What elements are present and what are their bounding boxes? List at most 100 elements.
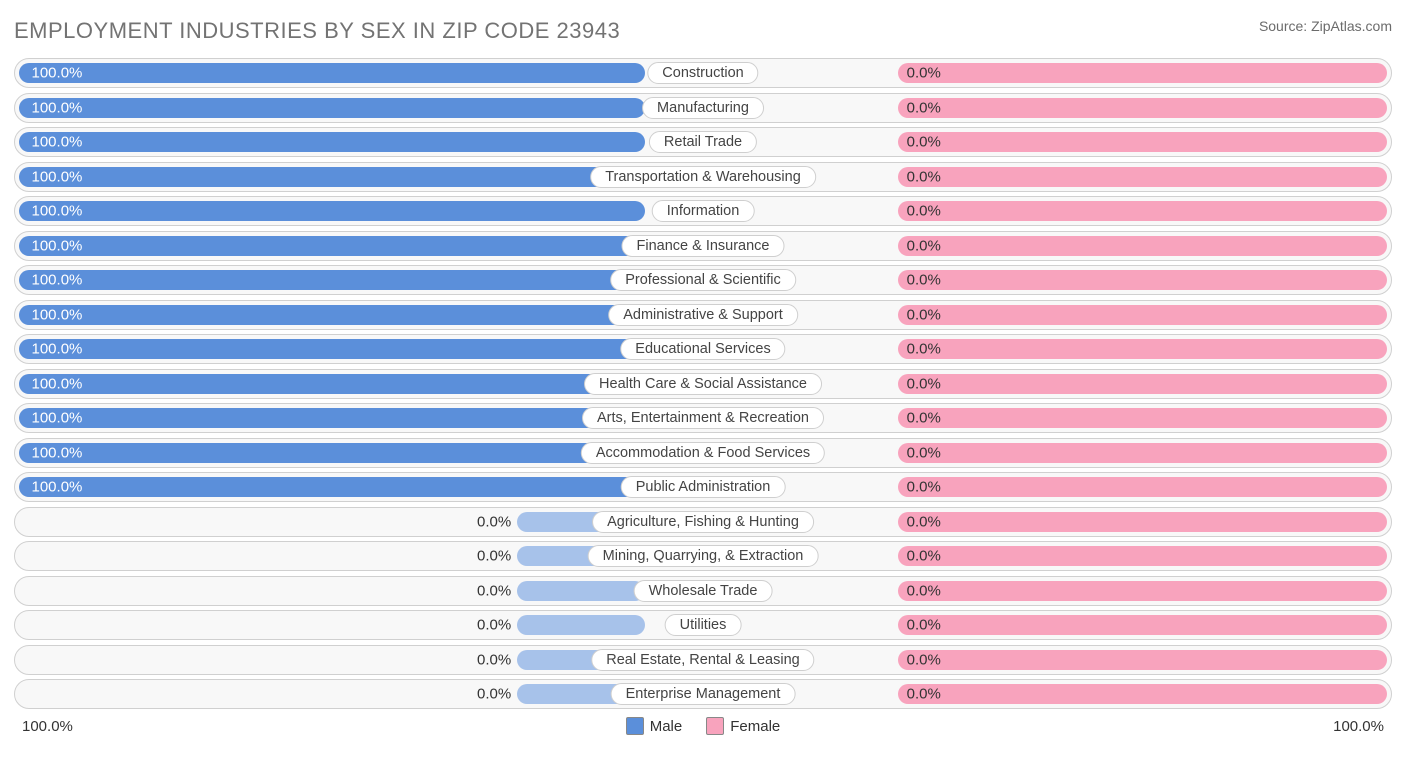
chart-row: 100.0%0.0%Retail Trade (14, 127, 1392, 157)
category-label: Enterprise Management (611, 683, 796, 705)
bar-male (19, 167, 645, 187)
bar-female (898, 201, 1386, 221)
bar-female (898, 581, 1386, 601)
bar-female (898, 98, 1386, 118)
value-male: 100.0% (32, 272, 83, 289)
chart-body: 100.0%0.0%Construction100.0%0.0%Manufact… (14, 58, 1392, 709)
chart-row: 100.0% 0.0% Manufacturing (14, 93, 1392, 123)
value-female: 0.0% (907, 617, 941, 634)
value-female: 0.0% (907, 341, 941, 358)
legend-label-male: Male (650, 718, 683, 735)
value-male: 0.0% (477, 513, 511, 530)
chart-row: 100.0% 0.0% Health Care & Social Assistanc… (14, 369, 1392, 399)
chart-row: 0.0%0.0%Mining, Quarrying, & Extraction (14, 541, 1392, 571)
value-male: 100.0% (32, 375, 83, 392)
chart-row: 0.0% 0.0% Agriculture, Fishing & Hunting (14, 507, 1392, 537)
value-male: 100.0% (32, 341, 83, 358)
legend-label-female: Female (730, 718, 780, 735)
chart-row: 100.0%0.0%Construction (14, 58, 1392, 88)
value-male: 100.0% (32, 479, 83, 496)
value-female: 0.0% (907, 582, 941, 599)
bar-female (898, 443, 1386, 463)
bar-male (19, 98, 645, 118)
category-label: Arts, Entertainment & Recreation (582, 407, 824, 429)
value-male: 100.0% (32, 134, 83, 151)
value-female: 0.0% (907, 548, 941, 565)
category-label: Manufacturing (642, 97, 764, 119)
category-label: Health Care & Social Assistance (584, 373, 822, 395)
chart-row: 0.0% 0.0% Enterprise Management (14, 679, 1392, 709)
legend-item-male: Male (626, 717, 683, 735)
value-female: 0.0% (907, 134, 941, 151)
axis-left-label: 100.0% (22, 718, 73, 735)
category-label: Wholesale Trade (634, 580, 773, 602)
bar-female (898, 132, 1386, 152)
chart-source: Source: ZipAtlas.com (1259, 18, 1392, 34)
bar-male (19, 132, 645, 152)
bar-female (898, 546, 1386, 566)
value-female: 0.0% (907, 686, 941, 703)
bar-female (898, 374, 1386, 394)
chart-row: 0.0% 0.0% Utilities (14, 610, 1392, 640)
bar-male (19, 270, 645, 290)
category-label: Professional & Scientific (610, 269, 796, 291)
value-male: 100.0% (32, 99, 83, 116)
chart-row: 100.0%0.0%Administrative & Support (14, 300, 1392, 330)
chart-row: 0.0% 0.0% Wholesale Trade (14, 576, 1392, 606)
chart-title: EMPLOYMENT INDUSTRIES BY SEX IN ZIP CODE… (14, 18, 620, 44)
bar-female (898, 236, 1386, 256)
value-female: 0.0% (907, 99, 941, 116)
bar-female (898, 339, 1386, 359)
category-label: Administrative & Support (608, 304, 798, 326)
category-label: Agriculture, Fishing & Hunting (592, 511, 814, 533)
value-male: 100.0% (32, 237, 83, 254)
value-male: 100.0% (32, 168, 83, 185)
category-label: Transportation & Warehousing (590, 166, 816, 188)
chart-row: 100.0%0.0%Public Administration (14, 472, 1392, 502)
bar-female (898, 408, 1386, 428)
chart-row: 100.0%0.0%Educational Services (14, 334, 1392, 364)
bar-male (19, 201, 645, 221)
value-female: 0.0% (907, 272, 941, 289)
bar-female (898, 167, 1386, 187)
value-female: 0.0% (907, 203, 941, 220)
value-male: 100.0% (32, 203, 83, 220)
chart-row: 100.0%0.0%Arts, Entertainment & Recreati… (14, 403, 1392, 433)
bar-male (517, 581, 645, 601)
value-male: 0.0% (477, 548, 511, 565)
bar-male (19, 63, 645, 83)
value-male: 0.0% (477, 617, 511, 634)
value-male: 100.0% (32, 444, 83, 461)
chart-row: 100.0%0.0%Accommodation & Food Services (14, 438, 1392, 468)
bar-female (898, 270, 1386, 290)
value-male: 100.0% (32, 65, 83, 82)
bar-female (898, 615, 1386, 635)
bar-female (898, 512, 1386, 532)
value-female: 0.0% (907, 651, 941, 668)
value-female: 0.0% (907, 479, 941, 496)
value-male: 0.0% (477, 686, 511, 703)
category-label: Information (652, 200, 755, 222)
chart-row: 100.0%0.0%Finance & Insurance (14, 231, 1392, 261)
category-label: Construction (647, 62, 758, 84)
bar-male (19, 305, 645, 325)
bar-male (19, 374, 645, 394)
value-female: 0.0% (907, 306, 941, 323)
value-male: 0.0% (477, 582, 511, 599)
swatch-male (626, 717, 644, 735)
bar-female (898, 650, 1386, 670)
bar-male (19, 236, 645, 256)
chart-header: EMPLOYMENT INDUSTRIES BY SEX IN ZIP CODE… (14, 18, 1392, 44)
bar-male (19, 443, 645, 463)
bar-male (517, 615, 645, 635)
chart-row: 100.0%0.0%Transportation & Warehousing (14, 162, 1392, 192)
chart-footer: 100.0% Male Female 100.0% (14, 717, 1392, 735)
bar-male (19, 408, 645, 428)
value-female: 0.0% (907, 513, 941, 530)
value-female: 0.0% (907, 375, 941, 392)
category-label: Utilities (665, 614, 742, 636)
bar-female (898, 305, 1386, 325)
bar-female (898, 63, 1386, 83)
bar-male (19, 477, 645, 497)
value-female: 0.0% (907, 410, 941, 427)
